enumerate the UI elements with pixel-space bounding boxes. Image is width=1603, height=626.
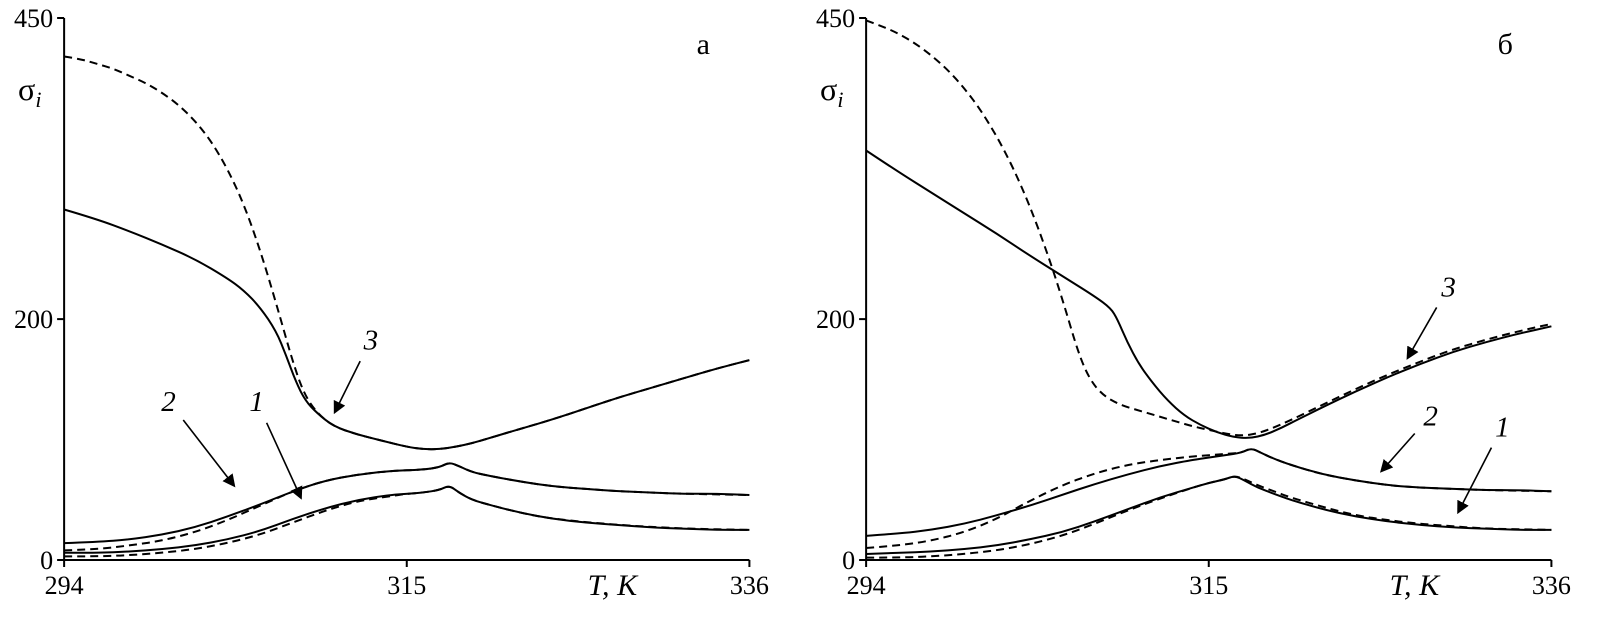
curve-2-dashed [865, 448, 1551, 549]
panel-letter: а [697, 28, 710, 61]
y-tick-label: 0 [842, 546, 855, 575]
x-tick-label: 315 [387, 571, 426, 600]
curve-1-solid [64, 485, 750, 554]
curve-label-2: 2 [1423, 400, 1438, 432]
curve-1-dashed [865, 475, 1551, 559]
curve-3-solid [865, 149, 1552, 439]
x-tick-label: 315 [1189, 571, 1228, 600]
panel-letter: б [1497, 28, 1512, 61]
curve-label-arrow-3 [1406, 307, 1437, 360]
curve-label-1: 1 [1495, 411, 1510, 443]
curve-label-1: 1 [249, 386, 264, 418]
curve-3-solid [63, 208, 750, 451]
curve-2-solid [64, 462, 750, 545]
curve-1-solid [865, 475, 1551, 555]
x-axis-label: T, K [1389, 569, 1441, 602]
x-axis-label: T, K [588, 569, 640, 602]
curve-label-2: 2 [161, 386, 176, 418]
y-tick-label: 200 [816, 305, 855, 334]
curve-label-arrow-2 [182, 419, 236, 488]
curve-label-arrow-3 [333, 360, 361, 415]
chart-canvas: 294 315 336 0 200 450 σi T, K а 3 2 1 [14, 4, 769, 602]
curve-2-dashed [64, 462, 750, 552]
curve-1-dashed [64, 485, 750, 558]
chart-canvas: 294 315 336 0 200 450 σi T, K б 3 2 1 [816, 4, 1571, 602]
x-tick-label: 336 [1531, 571, 1570, 600]
curve-label-arrow-2 [1379, 432, 1415, 473]
y-tick-label: 450 [816, 4, 855, 33]
curve-label-3: 3 [363, 325, 379, 357]
y-axis-label: σi [18, 71, 41, 112]
y-tick-label: 0 [40, 546, 53, 575]
curve-label-3: 3 [1440, 272, 1456, 304]
x-tick-label: 294 [846, 571, 885, 600]
panel-a: 294 315 336 0 200 450 σi T, K а 3 2 1 [14, 4, 769, 602]
curve-3-dashed [865, 19, 1552, 437]
y-axis-label: σi [820, 71, 843, 112]
x-tick-label: 294 [45, 571, 84, 600]
curve-2-solid [865, 448, 1551, 537]
y-tick-label: 200 [14, 305, 53, 334]
curve-label-arrow-1 [1456, 447, 1492, 515]
panel-b: 294 315 336 0 200 450 σi T, K б 3 2 1 [802, 0, 1603, 626]
x-tick-label: 336 [730, 571, 769, 600]
axes-line [63, 18, 750, 561]
y-tick-label: 450 [14, 4, 53, 33]
curve-label-arrow-1 [265, 422, 303, 500]
